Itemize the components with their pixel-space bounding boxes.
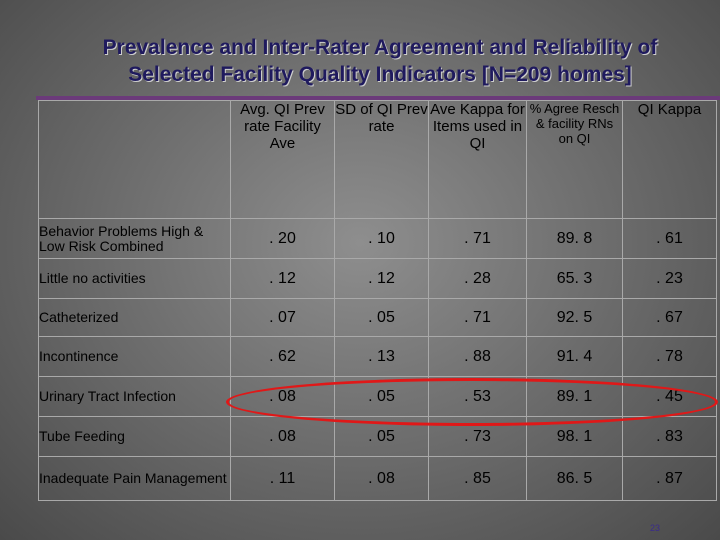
table-row: Catheterized . 07 . 05 . 71 92. 5 . 67 [38, 298, 717, 337]
table-row: Behavior Problems High & Low Risk Combin… [38, 218, 717, 259]
column-header-avg-qi-prev-rate: Avg. QI Prev rate Facility Ave [230, 100, 335, 219]
cell-qi-kappa: . 23 [622, 258, 717, 299]
cell-avg-qi-prev-rate: . 08 [230, 416, 335, 457]
cell-percent-agree: 89. 8 [526, 218, 623, 259]
cell-percent-agree: 91. 4 [526, 336, 623, 377]
quality-indicator-table: Avg. QI Prev rate Facility Ave SD of QI … [38, 100, 717, 501]
cell-avg-qi-prev-rate: . 62 [230, 336, 335, 377]
cell-qi-kappa: . 87 [622, 456, 717, 501]
slide-title: Prevalence and Inter-Rater Agreement and… [40, 34, 720, 88]
column-header-ave-kappa-items: Ave Kappa for Items used in QI [428, 100, 527, 219]
cell-sd-qi-prev-rate: . 13 [334, 336, 429, 377]
row-label: Catheterized [38, 298, 231, 337]
title-divider [36, 96, 720, 100]
row-label: Incontinence [38, 336, 231, 377]
row-label: Little no activities [38, 258, 231, 299]
column-header-qi-kappa: QI Kappa [622, 100, 717, 219]
row-label: Inadequate Pain Management [38, 456, 231, 501]
table-header-row: Avg. QI Prev rate Facility Ave SD of QI … [38, 100, 717, 219]
cell-sd-qi-prev-rate: . 10 [334, 218, 429, 259]
column-header-percent-agree: % Agree Resch & facility RNs on QI [526, 100, 623, 219]
cell-avg-qi-prev-rate: . 20 [230, 218, 335, 259]
cell-ave-kappa-items: . 85 [428, 456, 527, 501]
table-row: Tube Feeding . 08 . 05 . 73 98. 1 . 83 [38, 416, 717, 457]
cell-qi-kappa: . 83 [622, 416, 717, 457]
table-row: Little no activities . 12 . 12 . 28 65. … [38, 258, 717, 299]
corner-cell [38, 100, 231, 219]
cell-sd-qi-prev-rate: . 05 [334, 298, 429, 337]
cell-qi-kappa: . 78 [622, 336, 717, 377]
page-number: 23 [650, 523, 661, 533]
cell-ave-kappa-items: . 88 [428, 336, 527, 377]
cell-percent-agree: 65. 3 [526, 258, 623, 299]
cell-ave-kappa-items: . 71 [428, 298, 527, 337]
cell-sd-qi-prev-rate: . 08 [334, 456, 429, 501]
row-label: Urinary Tract Infection [38, 376, 231, 417]
row-label: Tube Feeding [38, 416, 231, 457]
row-label: Behavior Problems High & Low Risk Combin… [38, 218, 231, 259]
table-row: Incontinence . 62 . 13 . 88 91. 4 . 78 [38, 336, 717, 377]
cell-ave-kappa-items: . 71 [428, 218, 527, 259]
cell-sd-qi-prev-rate: . 12 [334, 258, 429, 299]
cell-avg-qi-prev-rate: . 11 [230, 456, 335, 501]
highlight-oval [226, 378, 718, 426]
cell-percent-agree: 92. 5 [526, 298, 623, 337]
table-row: Inadequate Pain Management . 11 . 08 . 8… [38, 456, 717, 501]
column-header-sd-qi-prev-rate: SD of QI Prev rate [334, 100, 429, 219]
cell-ave-kappa-items: . 28 [428, 258, 527, 299]
cell-avg-qi-prev-rate: . 12 [230, 258, 335, 299]
slide-title-line-1: Prevalence and Inter-Rater Agreement and… [102, 36, 658, 59]
cell-avg-qi-prev-rate: . 07 [230, 298, 335, 337]
slide-title-line-2: Selected Facility Quality Indicators [N=… [128, 63, 632, 86]
cell-qi-kappa: . 67 [622, 298, 717, 337]
cell-percent-agree: 86. 5 [526, 456, 623, 501]
cell-qi-kappa: . 61 [622, 218, 717, 259]
